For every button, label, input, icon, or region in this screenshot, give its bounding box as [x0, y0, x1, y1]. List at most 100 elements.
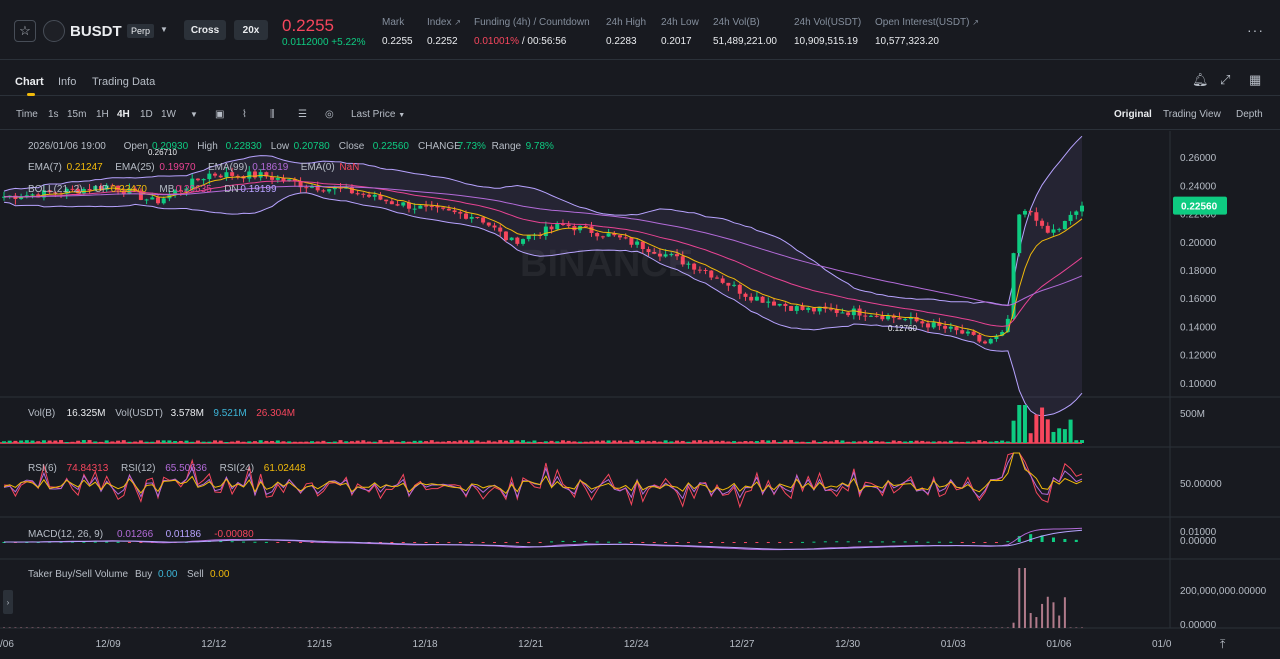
mark-label[interactable]: Mark	[382, 17, 405, 28]
margin-mode-button[interactable]: Cross	[184, 20, 226, 40]
indicator-icon[interactable]: ⌇	[242, 109, 247, 120]
volume-bar	[538, 441, 543, 443]
open-interest-label[interactable]: Open Interest(USDT) ↗	[875, 17, 979, 28]
candle-body	[270, 176, 275, 180]
scroll-to-latest-icon: ⤒	[1220, 637, 1226, 651]
candle-body	[19, 197, 24, 199]
candle-body	[64, 188, 69, 194]
volume-bar	[686, 441, 691, 443]
more-options-icon[interactable]: ···	[1247, 22, 1264, 38]
view-original[interactable]: Original	[1114, 109, 1152, 120]
macd-histogram-bar	[493, 542, 497, 543]
tab-info[interactable]: Info	[58, 76, 77, 88]
candle-body	[880, 315, 885, 320]
symbol-name[interactable]: BUSDT	[70, 23, 122, 40]
chart-style-icon[interactable]: ⫼	[270, 109, 275, 120]
candle-body	[481, 217, 486, 223]
funding-label[interactable]: Funding (4h) / Countdown	[474, 17, 590, 28]
calendar-icon[interactable]: ▣	[215, 109, 225, 120]
volume-bar	[338, 440, 343, 443]
taker-volume-bar	[607, 627, 610, 628]
macd-histogram-bar	[527, 542, 531, 543]
interval-4h[interactable]: 4H	[117, 109, 130, 120]
settings-icon[interactable]: ☰	[298, 109, 307, 120]
favorite-star-icon[interactable]: ☆	[14, 20, 36, 42]
volume-bar	[760, 440, 765, 443]
candle-body	[281, 178, 286, 182]
taker-volume-bar	[1035, 617, 1038, 628]
volume-bar	[692, 440, 697, 443]
candle-body	[218, 175, 223, 178]
volume-bar	[817, 441, 822, 443]
ema-lines	[3, 174, 1083, 338]
taker-volume-bar	[601, 627, 604, 628]
volume-bar	[36, 441, 41, 443]
leverage-button[interactable]: 20x	[234, 20, 268, 40]
taker-volume-bar	[299, 627, 302, 628]
taker-volume-bar	[727, 627, 730, 628]
legend-range-value: 9.78%	[526, 141, 554, 152]
ema-line	[3, 180, 1083, 327]
macd-histogram-bar	[447, 542, 451, 543]
interval-1s[interactable]: 1s	[48, 109, 59, 120]
index-label[interactable]: Index ↗	[427, 17, 461, 28]
volume-bar	[868, 440, 873, 443]
panel-expand-handle[interactable]: ›	[3, 590, 13, 614]
candle-body	[743, 293, 748, 297]
time-axis-tick-label: 12/15	[307, 639, 332, 650]
taker-volume-bar	[835, 627, 838, 628]
fullscreen-icon[interactable]: ⤢	[1220, 72, 1231, 87]
interval-1w[interactable]: 1W	[161, 109, 176, 120]
volume-bar	[401, 441, 406, 443]
volume-bar	[275, 440, 280, 443]
volume-bar	[1068, 419, 1073, 443]
volume-bar	[697, 440, 702, 443]
taker-volume-bar	[567, 627, 570, 628]
macd-histogram-bar	[70, 541, 74, 543]
target-icon[interactable]: ◎	[325, 109, 334, 120]
taker-volume-bar	[767, 627, 770, 628]
volume-axis-label: 500M	[1180, 409, 1205, 420]
interval-dropdown-icon[interactable]: ▼	[190, 110, 198, 119]
candle-body	[1045, 225, 1050, 233]
bell-icon[interactable]: 🔔︎	[1192, 72, 1209, 87]
price-type-select[interactable]: Last Price ▼	[351, 109, 406, 120]
macd-histogram-bar	[264, 541, 268, 543]
taker-volume-bar	[465, 627, 467, 628]
grid-layout-icon[interactable]: ▦	[1249, 72, 1262, 87]
candle-body	[846, 312, 851, 316]
volume-bar	[943, 441, 948, 443]
candle-body	[41, 190, 46, 198]
candle-body	[264, 172, 269, 177]
rsi-legend-value: 74.84313	[67, 463, 109, 474]
taker-volume-bar	[949, 627, 952, 628]
tab-trading-data[interactable]: Trading Data	[92, 76, 156, 88]
view-trading-view[interactable]: Trading View	[1163, 109, 1221, 120]
candle-body	[446, 208, 451, 211]
volume-bar	[891, 440, 896, 443]
volume-bar	[749, 441, 754, 443]
volume-bar	[469, 440, 474, 443]
candle-body	[138, 190, 143, 200]
interval-15m[interactable]: 15m	[67, 109, 87, 120]
price-axis-tick-label: 0.20000	[1180, 238, 1217, 249]
rsi-legend-label: RSI(6)	[28, 463, 57, 474]
tab-chart[interactable]: Chart	[15, 76, 44, 88]
volume-bar	[703, 441, 708, 443]
macd-legend-label: MACD(12, 26, 9)	[28, 529, 103, 540]
chevron-down-icon[interactable]: ▼	[160, 25, 168, 34]
bollinger-lower-line	[3, 192, 1083, 417]
volume-bar	[76, 440, 81, 443]
candle-body	[526, 235, 531, 240]
interval-1d[interactable]: 1D	[140, 109, 153, 120]
macd-histogram-bar	[470, 542, 474, 543]
view-depth[interactable]: Depth	[1236, 109, 1263, 120]
interval-1h[interactable]: 1H	[96, 109, 109, 120]
taker-volume-bar	[345, 627, 348, 628]
time-axis-tick-label: 12/21	[518, 639, 543, 650]
candle-body	[766, 301, 771, 303]
volume-bar	[218, 440, 223, 443]
volume-bar	[93, 441, 98, 443]
price-chart[interactable]: 0.26000 0.24000 0.22000 0.20000 0.18000 0.160…	[0, 131, 1280, 659]
time-label[interactable]: Time	[16, 109, 38, 120]
